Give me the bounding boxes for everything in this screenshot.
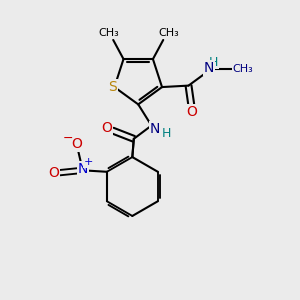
Text: N: N xyxy=(77,162,88,176)
Text: O: O xyxy=(101,121,112,135)
Text: O: O xyxy=(71,137,82,151)
Text: N: N xyxy=(204,61,214,75)
Text: CH₃: CH₃ xyxy=(232,64,254,74)
Text: +: + xyxy=(83,157,93,167)
Text: S: S xyxy=(109,80,117,94)
Text: CH₃: CH₃ xyxy=(159,28,179,38)
Text: O: O xyxy=(48,166,59,180)
Text: CH₃: CH₃ xyxy=(98,28,119,38)
Text: N: N xyxy=(150,122,160,136)
Text: H: H xyxy=(209,56,218,68)
Text: H: H xyxy=(161,127,171,140)
Text: −: − xyxy=(63,132,73,145)
Text: O: O xyxy=(187,105,197,119)
